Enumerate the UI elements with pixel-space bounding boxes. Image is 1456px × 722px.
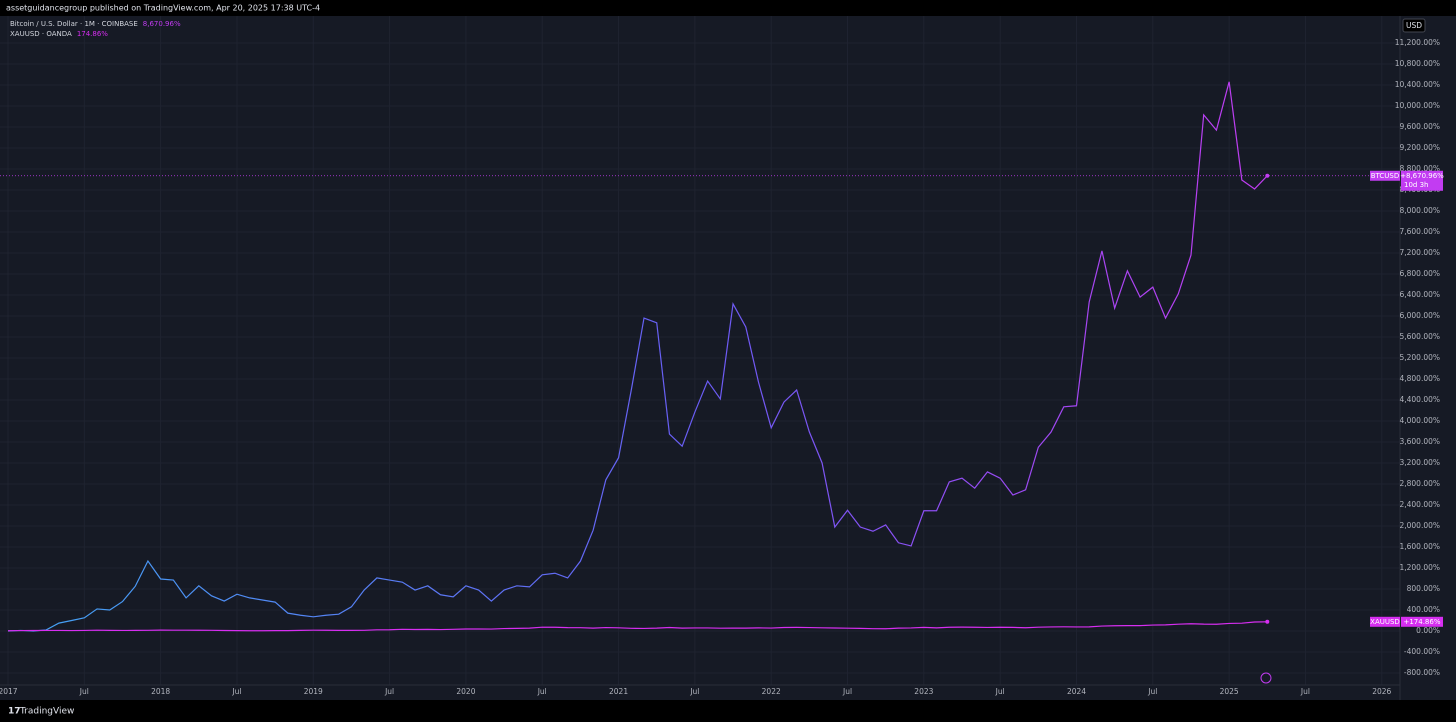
header-text: assetguidancegroup published on TradingV… xyxy=(6,4,320,13)
y-tick-label: 10,000.00% xyxy=(1395,101,1440,110)
x-tick-label: 2020 xyxy=(456,687,475,696)
x-tick-label: Jul xyxy=(79,687,89,696)
x-tick-label: 2024 xyxy=(1067,687,1086,696)
footer-logo: 17 xyxy=(8,707,21,717)
y-tick-label: 3,600.00% xyxy=(1399,437,1440,446)
x-tick-label: Jul xyxy=(537,687,547,696)
y-tick-label: 1,200.00% xyxy=(1399,563,1440,572)
y-tick-label: 6,800.00% xyxy=(1399,269,1440,278)
y-tick-label: 5,600.00% xyxy=(1399,332,1440,341)
y-tick-label: 4,800.00% xyxy=(1399,374,1440,383)
legend-value: 8,670.96% xyxy=(143,20,181,28)
symbol-tag-label: BTCUSD xyxy=(1371,172,1400,180)
y-tick-label: -800.00% xyxy=(1404,668,1440,677)
x-tick-label: 2026 xyxy=(1372,687,1391,696)
y-tick-label: 8,800.00% xyxy=(1399,164,1440,173)
y-tick-label: 7,600.00% xyxy=(1399,227,1440,236)
y-tick-label: -400.00% xyxy=(1404,647,1440,656)
x-tick-label: Jul xyxy=(231,687,241,696)
plot xyxy=(0,81,1400,632)
legend: Bitcoin / U.S. Dollar · 1M · COINBASE 8,6… xyxy=(10,20,181,38)
x-tick-label: 2018 xyxy=(151,687,170,696)
y-tick-label: 2,800.00% xyxy=(1399,479,1440,488)
y-tick-label: 6,400.00% xyxy=(1399,290,1440,299)
symbol-tag xyxy=(1370,616,1400,627)
countdown-label: 10d 3h xyxy=(1404,181,1428,189)
legend-value: 174.86% xyxy=(77,30,108,38)
last-point xyxy=(1265,619,1270,624)
symbol-tag xyxy=(1370,170,1400,181)
x-tick-label: 2025 xyxy=(1220,687,1239,696)
price-tag xyxy=(1401,170,1443,191)
y-tick-label: 11,200.00% xyxy=(1395,38,1440,47)
x-tick-label: Jul xyxy=(689,687,699,696)
header-bar xyxy=(0,0,1456,16)
y-tick-label: 10,400.00% xyxy=(1395,80,1440,89)
symbol-tag-label: XAUUSD xyxy=(1370,618,1400,626)
y-tick-label: 1,600.00% xyxy=(1399,542,1440,551)
x-tick-label: Jul xyxy=(1147,687,1157,696)
x-tick-label: Jul xyxy=(384,687,394,696)
y-tick-label: 400.00% xyxy=(1407,605,1440,614)
x-tick-label: Jul xyxy=(842,687,852,696)
currency-label: USD xyxy=(1406,21,1422,30)
legend-entry: Bitcoin / U.S. Dollar · 1M · COINBASE xyxy=(10,20,138,28)
y-tick-label: 0.00% xyxy=(1416,626,1440,635)
x-tick-label: 2017 xyxy=(0,687,18,696)
y-tick-label: 9,600.00% xyxy=(1399,122,1440,131)
price-tag xyxy=(1401,616,1443,627)
x-tick-label: 2022 xyxy=(762,687,781,696)
y-tick-label: 2,400.00% xyxy=(1399,500,1440,509)
x-tick-label: 2019 xyxy=(304,687,323,696)
footer-bar xyxy=(0,700,1456,722)
y-tick-label: 9,200.00% xyxy=(1399,143,1440,152)
y-tick-label: 2,000.00% xyxy=(1399,521,1440,530)
footer-text: TradingView xyxy=(19,707,74,717)
last-point xyxy=(1265,173,1270,178)
series-line xyxy=(7,621,1268,632)
axes: -800.00% -400.00% 0.00% 400.00% 800.00% 1,200… xyxy=(0,38,1444,696)
price-tag-label: +8,670.96% xyxy=(1400,172,1444,180)
price-tag-label: +174.86% xyxy=(1403,618,1440,626)
x-tick-label: Jul xyxy=(1300,687,1310,696)
currency-box[interactable] xyxy=(1402,18,1426,33)
x-tick-label: 2023 xyxy=(914,687,933,696)
x-tick-label: Jul xyxy=(995,687,1005,696)
x-tick-label: 2021 xyxy=(609,687,628,696)
y-tick-label: 6,000.00% xyxy=(1399,311,1440,320)
legend-entry: XAUUSD · OANDA xyxy=(10,30,72,38)
event-icon[interactable] xyxy=(1260,672,1272,684)
y-tick-label: 10,800.00% xyxy=(1395,59,1440,68)
y-tick-label: 8,000.00% xyxy=(1399,206,1440,215)
grid xyxy=(0,16,1400,685)
y-tick-label: 3,200.00% xyxy=(1399,458,1440,467)
y-tick-label: 4,400.00% xyxy=(1399,395,1440,404)
series-line xyxy=(7,81,1268,632)
y-tick-label: 7,200.00% xyxy=(1399,248,1440,257)
y-tick-label: 4,000.00% xyxy=(1399,416,1440,425)
y-tick-label: 800.00% xyxy=(1407,584,1440,593)
y-tick-label: 5,200.00% xyxy=(1399,353,1440,362)
